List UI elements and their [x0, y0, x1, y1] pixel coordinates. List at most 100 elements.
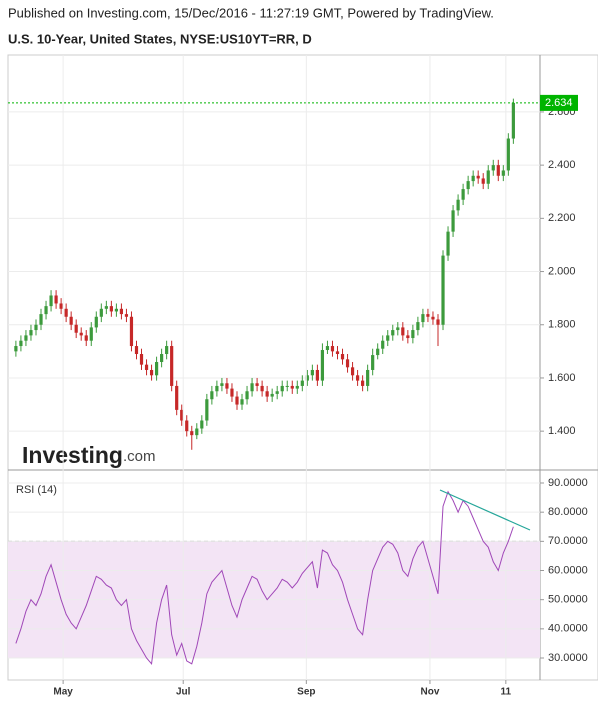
y-tick-label: 2.200	[548, 212, 576, 224]
candle-body	[49, 295, 53, 307]
candle-body	[481, 178, 485, 184]
candle-body	[270, 393, 274, 397]
candle-body	[195, 428, 199, 436]
candle-body	[79, 332, 83, 336]
x-tick-label: 11	[501, 687, 512, 698]
candle-body	[149, 369, 154, 376]
candle-body	[69, 316, 73, 325]
candle-body	[501, 170, 505, 176]
candle-body	[165, 346, 169, 355]
candle-body	[396, 327, 400, 331]
candle-body	[295, 385, 299, 389]
candle-body	[124, 314, 129, 317]
candle-body	[200, 420, 204, 429]
candle-body	[104, 306, 108, 309]
trend-line	[439, 489, 531, 531]
candle-body	[84, 335, 88, 341]
candle-body	[230, 388, 234, 397]
candle-body	[134, 346, 139, 355]
candle-body	[210, 391, 214, 400]
candle-body	[411, 330, 415, 339]
candle-body	[54, 295, 58, 304]
candle-body	[34, 324, 38, 331]
candle-body	[245, 391, 249, 400]
y-tick-label: 40.0000	[548, 623, 588, 635]
candle-body	[350, 367, 355, 376]
candle-body	[310, 369, 314, 376]
candle-body	[119, 308, 124, 315]
candle-body	[361, 380, 365, 386]
candle-body	[64, 308, 68, 317]
candle-body	[180, 409, 184, 421]
candle-body	[320, 350, 325, 381]
candle-body	[89, 327, 93, 341]
candle-body	[225, 383, 229, 389]
candle-body	[235, 396, 239, 405]
candle-body	[376, 348, 380, 356]
x-tick-label: Nov	[420, 687, 439, 698]
candle-body	[240, 399, 244, 405]
candle-body	[456, 199, 460, 211]
candle-body	[386, 335, 390, 341]
candle-body	[421, 314, 425, 323]
last-price-box	[540, 94, 578, 111]
candle-body	[160, 354, 164, 362]
candle-body	[471, 175, 475, 182]
chart-title: U.S. 10-Year, United States, NYSE:US10YT…	[8, 31, 312, 46]
candle-body	[381, 340, 385, 349]
candle-body	[366, 369, 370, 386]
candle-body	[220, 383, 224, 386]
candle-body	[371, 355, 375, 370]
candle-body	[461, 189, 465, 200]
candle-body	[114, 308, 118, 312]
candle-body	[154, 361, 159, 376]
candle-body	[486, 170, 490, 184]
frame	[7, 54, 598, 681]
y-tick-label: 1.400	[548, 425, 576, 437]
candle-body	[355, 375, 360, 381]
candle-body	[451, 210, 455, 232]
candle-body	[109, 306, 113, 312]
candle-body	[250, 383, 254, 392]
candle-body	[431, 316, 435, 320]
candle-body	[190, 431, 194, 436]
candle-body	[506, 138, 510, 171]
candle-body	[129, 316, 134, 347]
candle-body	[144, 364, 149, 370]
candle-body	[290, 385, 294, 389]
candle-body	[441, 255, 445, 325]
candle-body	[330, 346, 335, 352]
candle-body	[511, 102, 515, 139]
candle-body	[59, 303, 63, 309]
candle-body	[491, 165, 495, 171]
candle-body	[265, 391, 269, 397]
y-tick-label: 2.400	[548, 159, 576, 171]
candle-body	[416, 322, 420, 331]
y-tick-label: 2.000	[548, 265, 576, 277]
y-tick-label: 80.0000	[548, 506, 588, 518]
candle-body	[44, 306, 48, 315]
candle-body	[175, 385, 179, 410]
candle-body	[280, 385, 284, 392]
candle-body	[496, 165, 500, 176]
logo-brand: Investing	[22, 442, 123, 468]
last-price-label: 2.634	[545, 97, 573, 109]
candle-body	[335, 351, 340, 355]
rsi-line	[15, 490, 514, 666]
y-tick-label: 1.600	[548, 372, 576, 384]
x-tick-label: Sep	[297, 687, 315, 698]
candle-body	[185, 420, 189, 432]
candle-body	[19, 340, 23, 347]
candle-body	[436, 319, 440, 325]
candle-body	[255, 383, 259, 386]
candle-body	[14, 346, 18, 352]
candle-body	[305, 375, 309, 381]
candle-body	[315, 369, 319, 381]
published-note: Published on Investing.com, 15/Dec/2016 …	[8, 5, 494, 20]
candle-body	[325, 346, 330, 351]
candle-body	[215, 385, 219, 392]
candle-body	[300, 380, 304, 386]
candle-body	[139, 354, 144, 365]
candle-body	[260, 385, 264, 392]
y-tick-label: 30.0000	[548, 652, 588, 664]
